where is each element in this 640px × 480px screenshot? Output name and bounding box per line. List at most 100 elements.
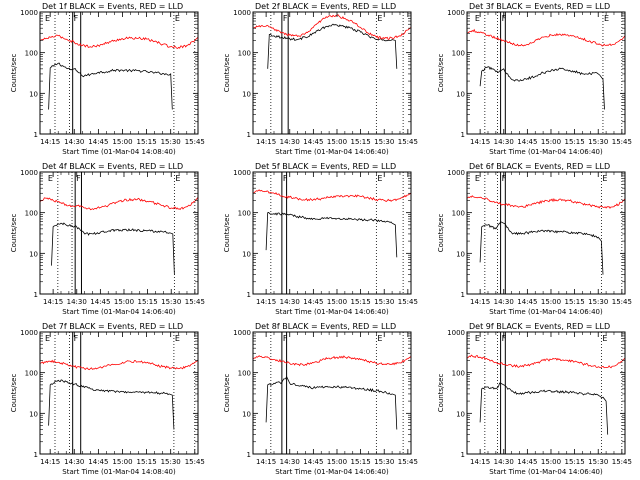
x-tick-label: 15:00 <box>112 138 132 146</box>
x-tick-label: 14:15 <box>470 298 490 306</box>
plot-frame <box>252 171 412 295</box>
x-tick-label: 14:45 <box>303 298 323 306</box>
y-tick-label: 1000 <box>20 9 38 17</box>
x-tick-label: 15:00 <box>541 458 561 466</box>
marker-label: E <box>175 14 180 23</box>
x-tick-label: 15:45 <box>185 298 205 306</box>
chart-panel-6: Det 6f BLACK = Events, RED = LLD E F E 1 10 10… <box>437 162 632 316</box>
events-series-line <box>265 212 398 258</box>
chart-panel-9: Det 9f BLACK = Events, RED = LLD E F E 1 10 10… <box>437 322 632 476</box>
x-tick-label: 15:15 <box>351 458 371 466</box>
x-tick-label: 15:45 <box>398 458 418 466</box>
x-axis-label: Start Time (01-Mar-04 14:06:40) <box>275 148 389 156</box>
x-tick-label: 15:30 <box>161 138 181 146</box>
marker-label: E <box>475 334 480 343</box>
marker-label: E <box>602 174 607 183</box>
y-tick-label: 100 <box>25 50 38 58</box>
x-axis-label: Start Time (01-Mar-04 14:06:40) <box>489 468 603 476</box>
y-tick-label: 1000 <box>447 169 465 177</box>
lld-series-line <box>253 14 412 40</box>
x-tick-label: 15:00 <box>327 298 347 306</box>
x-tick-label: 14:30 <box>280 138 300 146</box>
events-series-line <box>48 379 175 430</box>
y-tick-label: 10 <box>29 410 38 418</box>
x-axis-label: Start Time (01-Mar-04 14:06:40) <box>275 468 389 476</box>
x-tick-label: 15:15 <box>136 458 156 466</box>
marker-label: F <box>283 14 288 23</box>
x-tick-label: 15:15 <box>136 138 156 146</box>
x-tick-label: 15:15 <box>565 458 585 466</box>
x-tick-label: 14:15 <box>40 458 60 466</box>
lld-series-line <box>253 189 412 202</box>
x-tick-label: 15:00 <box>541 298 561 306</box>
x-tick-label: 15:00 <box>541 138 561 146</box>
x-tick-label: 15:15 <box>565 138 585 146</box>
chart-title: Det 1f BLACK = Events, RED = LLD <box>42 2 183 11</box>
y-tick-label: 10 <box>456 250 465 258</box>
y-tick-label: 10 <box>456 90 465 98</box>
y-axis-label: Counts/sec <box>437 374 445 413</box>
marker-label: F <box>502 14 507 23</box>
plot-frame <box>252 331 412 455</box>
plot-frame <box>39 331 199 455</box>
y-tick-label: 10 <box>242 90 251 98</box>
x-axis-label: Start Time (01-Mar-04 14:06:40) <box>489 148 603 156</box>
x-axis-label: Start Time (01-Mar-04 14:08:40) <box>62 148 176 156</box>
lld-series-line <box>467 354 626 369</box>
y-tick-label: 1000 <box>20 169 38 177</box>
y-axis-label: Counts/sec <box>223 374 231 413</box>
y-axis-label: Counts/sec <box>10 54 18 93</box>
x-tick-label: 15:30 <box>161 458 181 466</box>
y-axis-label: Counts/sec <box>223 214 231 253</box>
x-tick-label: 15:00 <box>327 138 347 146</box>
x-tick-label: 15:15 <box>351 138 371 146</box>
x-tick-label: 15:30 <box>161 298 181 306</box>
chart-title: Det 2f BLACK = Events, RED = LLD <box>255 2 396 11</box>
x-tick-label: 15:45 <box>612 138 632 146</box>
chart-title: Det 6f BLACK = Events, RED = LLD <box>469 162 610 171</box>
chart-panel-8: Det 8f BLACK = Events, RED = LLD F E 1 10 100… <box>223 322 418 476</box>
chart-title: Det 4f BLACK = Events, RED = LLD <box>42 162 183 171</box>
x-tick-label: 14:45 <box>90 298 110 306</box>
y-tick-label: 1 <box>34 291 38 299</box>
marker-label: E <box>377 334 382 343</box>
x-tick-label: 14:30 <box>64 458 84 466</box>
y-tick-label: 10 <box>242 250 251 258</box>
y-axis-label: Counts/sec <box>437 214 445 253</box>
x-tick-label: 14:45 <box>303 458 323 466</box>
lld-series-line <box>467 195 626 209</box>
y-tick-label: 1000 <box>233 9 251 17</box>
x-axis-label: Start Time (01-Mar-04 14:06:40) <box>275 308 389 316</box>
x-tick-label: 15:15 <box>351 298 371 306</box>
marker-label: E <box>377 174 382 183</box>
x-tick-label: 14:45 <box>517 458 537 466</box>
y-tick-label: 100 <box>452 210 465 218</box>
lld-series-line <box>40 196 199 211</box>
x-tick-label: 14:30 <box>67 298 87 306</box>
x-axis-label: Start Time (01-Mar-04 14:06:40) <box>489 308 603 316</box>
y-tick-label: 1000 <box>233 169 251 177</box>
marker-label: F <box>74 14 79 23</box>
marker-label: E <box>48 174 53 183</box>
x-tick-label: 15:30 <box>374 138 394 146</box>
x-tick-label: 14:30 <box>494 138 514 146</box>
events-series-line <box>51 222 175 275</box>
x-tick-label: 14:15 <box>256 138 276 146</box>
plot-frame <box>466 331 626 455</box>
plot-frame <box>252 11 412 135</box>
y-axis-label: Counts/sec <box>223 54 231 93</box>
plot-frame <box>466 171 626 295</box>
y-tick-label: 1 <box>247 131 251 139</box>
marker-label: E <box>475 14 480 23</box>
marker-label: F <box>283 334 288 343</box>
y-tick-label: 100 <box>25 370 38 378</box>
y-tick-label: 1000 <box>233 329 251 337</box>
x-tick-label: 14:45 <box>517 298 537 306</box>
x-tick-label: 15:45 <box>185 458 205 466</box>
x-tick-label: 15:15 <box>565 298 585 306</box>
marker-label: F <box>502 334 507 343</box>
y-tick-label: 100 <box>238 50 251 58</box>
x-tick-label: 14:15 <box>470 458 490 466</box>
y-tick-label: 1 <box>34 451 38 459</box>
x-tick-label: 15:30 <box>374 458 394 466</box>
